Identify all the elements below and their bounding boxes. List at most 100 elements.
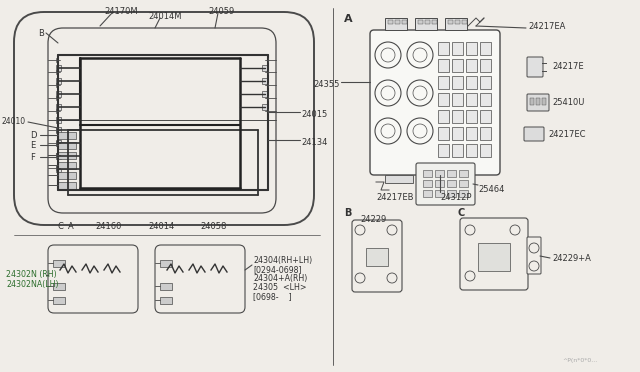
Bar [480, 76, 491, 89]
Bar [448, 20, 453, 24]
Text: 24355: 24355 [314, 80, 340, 89]
FancyBboxPatch shape [155, 245, 245, 313]
Bar [435, 180, 444, 187]
Bar [423, 180, 432, 187]
Text: 24170M: 24170M [104, 7, 138, 16]
FancyBboxPatch shape [370, 30, 500, 175]
Bar [447, 180, 456, 187]
Bar [459, 180, 468, 187]
Bar [56, 166, 61, 172]
Bar [480, 59, 491, 72]
Bar [466, 127, 477, 140]
Bar [480, 42, 491, 55]
Bar [447, 190, 456, 197]
Text: B: B [38, 29, 44, 38]
Bar [402, 20, 407, 24]
Text: 24217EA: 24217EA [528, 22, 565, 31]
Text: D: D [30, 131, 36, 140]
Bar [58, 132, 76, 139]
Bar [388, 20, 393, 24]
Bar [366, 248, 388, 266]
FancyBboxPatch shape [352, 220, 402, 292]
Bar [262, 91, 267, 97]
Text: 24302N (RH): 24302N (RH) [6, 270, 56, 279]
Text: 24217EC: 24217EC [548, 130, 586, 139]
Bar [536, 98, 540, 105]
Bar [542, 98, 546, 105]
Bar [452, 59, 463, 72]
Text: 24015: 24015 [301, 110, 327, 119]
Bar [452, 144, 463, 157]
Bar [466, 59, 477, 72]
Text: A: A [68, 222, 74, 231]
Bar [435, 190, 444, 197]
Bar [262, 78, 267, 84]
FancyBboxPatch shape [48, 245, 138, 313]
FancyBboxPatch shape [460, 218, 528, 290]
Bar [459, 190, 468, 197]
Bar [452, 110, 463, 123]
Bar [438, 93, 449, 106]
Bar [53, 260, 65, 267]
Text: C: C [57, 222, 63, 231]
Text: 24312P: 24312P [440, 193, 472, 202]
Bar [452, 76, 463, 89]
Bar [432, 20, 437, 24]
Bar [438, 127, 449, 140]
Text: 24305  <LH>: 24305 <LH> [253, 283, 307, 292]
Bar [395, 20, 400, 24]
Text: E: E [30, 141, 35, 150]
Bar [435, 170, 444, 177]
Text: 24304+A(RH): 24304+A(RH) [253, 274, 307, 283]
Bar [438, 110, 449, 123]
Bar [466, 110, 477, 123]
Text: 24302NA(LH): 24302NA(LH) [6, 280, 58, 289]
Bar [438, 59, 449, 72]
Text: [0698-    ]: [0698- ] [253, 292, 292, 301]
Bar [56, 140, 61, 146]
Text: 24229: 24229 [360, 215, 387, 224]
Bar [56, 78, 61, 84]
Bar [385, 18, 407, 30]
Bar [447, 170, 456, 177]
Bar [262, 104, 267, 110]
Bar [438, 42, 449, 55]
Bar [385, 175, 413, 183]
FancyBboxPatch shape [527, 237, 541, 274]
Bar [56, 117, 61, 123]
Text: 24160: 24160 [95, 222, 122, 231]
Bar [58, 152, 76, 159]
Bar [160, 260, 172, 267]
Bar [58, 162, 76, 169]
Bar [418, 20, 423, 24]
Bar [56, 153, 61, 159]
Bar [466, 93, 477, 106]
Bar [480, 93, 491, 106]
Text: 24134: 24134 [301, 138, 328, 147]
Text: 24014: 24014 [148, 222, 174, 231]
Bar [53, 283, 65, 290]
FancyBboxPatch shape [527, 94, 549, 111]
Text: 24217EB: 24217EB [376, 193, 413, 202]
Bar [423, 170, 432, 177]
Bar [415, 18, 437, 30]
Bar [53, 297, 65, 304]
Bar [480, 127, 491, 140]
Bar [262, 65, 267, 71]
Text: F: F [30, 153, 35, 162]
Bar [425, 20, 430, 24]
Bar [459, 170, 468, 177]
Text: 24058: 24058 [200, 222, 227, 231]
Text: 24229+A: 24229+A [552, 254, 591, 263]
Bar [452, 127, 463, 140]
Bar [56, 91, 61, 97]
Text: ^P(n*0*0...: ^P(n*0*0... [563, 358, 598, 363]
Bar [452, 42, 463, 55]
Bar [445, 18, 467, 30]
Bar [480, 110, 491, 123]
Text: A: A [344, 14, 353, 24]
Text: 24059: 24059 [208, 7, 234, 16]
Bar [438, 144, 449, 157]
Text: 25464: 25464 [478, 185, 504, 194]
Text: [0294-0698]: [0294-0698] [253, 265, 301, 274]
